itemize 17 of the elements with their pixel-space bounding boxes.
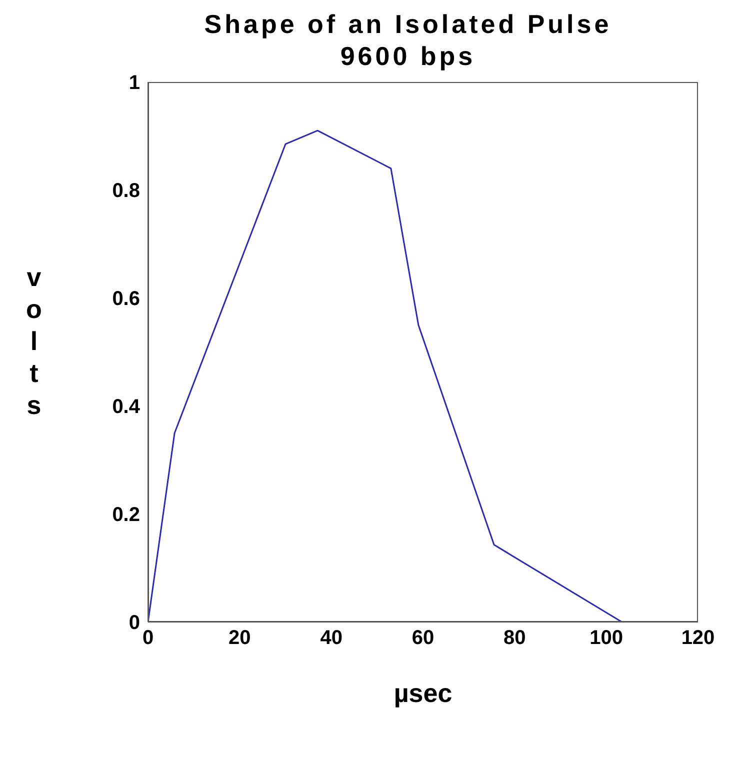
chart-subtitle: 9600 bps bbox=[339, 40, 477, 72]
x-tick-label: 20 bbox=[228, 627, 251, 650]
x-tick-label: 120 bbox=[681, 627, 715, 650]
y-tick-label: 0.6 bbox=[112, 288, 140, 310]
x-tick-label: 60 bbox=[412, 627, 434, 650]
x-tick-label: 100 bbox=[590, 627, 624, 650]
x-tick-label: 40 bbox=[320, 627, 342, 650]
line-series bbox=[148, 130, 623, 622]
y-tick-label: 0.4 bbox=[112, 396, 141, 418]
y-axis-title: volts bbox=[18, 262, 49, 422]
chart-title: Shape of an Isolated Pulse bbox=[203, 8, 613, 40]
y-tick-label: 0.8 bbox=[112, 180, 140, 202]
y-tick-label: 1 bbox=[128, 72, 140, 94]
x-axis-title: µsec bbox=[394, 678, 452, 708]
x-tick-label: 80 bbox=[504, 627, 526, 650]
y-tick-label: 0 bbox=[128, 612, 140, 634]
y-tick-label: 0.2 bbox=[112, 504, 140, 526]
